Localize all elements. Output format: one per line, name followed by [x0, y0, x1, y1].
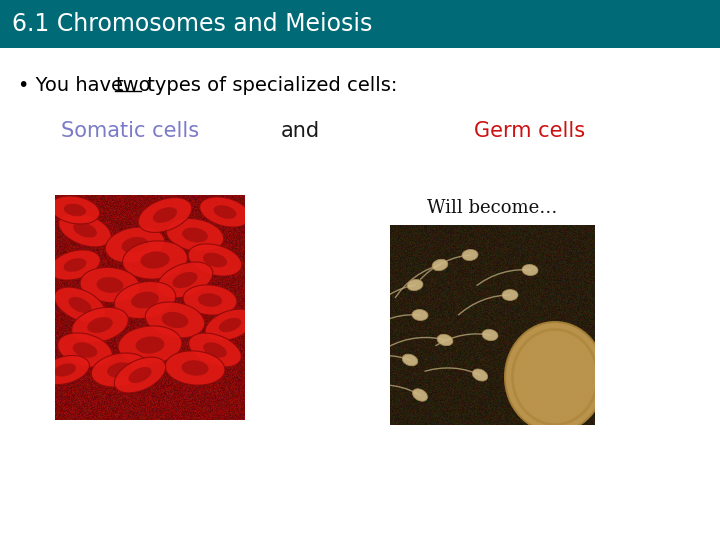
Ellipse shape: [437, 334, 453, 346]
Ellipse shape: [118, 326, 182, 364]
Ellipse shape: [40, 355, 89, 384]
Ellipse shape: [64, 204, 86, 217]
Text: types of specialized cells:: types of specialized cells:: [141, 76, 397, 95]
Ellipse shape: [63, 258, 86, 272]
Bar: [0, 0, 720, 48]
Ellipse shape: [96, 277, 123, 293]
Ellipse shape: [54, 363, 76, 376]
Ellipse shape: [203, 253, 227, 267]
Text: • You have: • You have: [18, 76, 130, 95]
Ellipse shape: [188, 244, 242, 276]
Ellipse shape: [105, 227, 165, 263]
Ellipse shape: [161, 312, 189, 328]
Ellipse shape: [153, 207, 177, 223]
Ellipse shape: [157, 262, 213, 298]
Ellipse shape: [58, 213, 112, 247]
Ellipse shape: [413, 389, 428, 401]
Ellipse shape: [183, 285, 237, 315]
Ellipse shape: [199, 197, 251, 227]
Text: 6.1 Chromosomes and Meiosis: 6.1 Chromosomes and Meiosis: [12, 12, 372, 36]
Ellipse shape: [166, 219, 224, 252]
Ellipse shape: [165, 351, 225, 385]
Ellipse shape: [80, 267, 140, 302]
Ellipse shape: [68, 297, 91, 313]
Ellipse shape: [128, 367, 152, 383]
Ellipse shape: [73, 222, 97, 238]
Ellipse shape: [122, 237, 148, 253]
Ellipse shape: [114, 357, 166, 393]
Ellipse shape: [462, 249, 478, 260]
Ellipse shape: [131, 292, 159, 308]
Ellipse shape: [432, 259, 448, 271]
Ellipse shape: [203, 342, 227, 357]
Text: and: and: [280, 121, 320, 141]
Ellipse shape: [114, 281, 176, 319]
Ellipse shape: [505, 322, 605, 432]
Ellipse shape: [219, 318, 241, 332]
Ellipse shape: [189, 333, 241, 367]
Ellipse shape: [522, 265, 538, 275]
Ellipse shape: [482, 329, 498, 341]
Ellipse shape: [50, 196, 100, 224]
Ellipse shape: [138, 198, 192, 232]
Ellipse shape: [107, 362, 133, 377]
Ellipse shape: [407, 279, 423, 291]
Ellipse shape: [412, 309, 428, 321]
Text: Germ cells: Germ cells: [474, 121, 585, 141]
Ellipse shape: [402, 354, 418, 366]
Ellipse shape: [54, 287, 106, 323]
Ellipse shape: [135, 336, 164, 354]
Ellipse shape: [181, 360, 209, 376]
Ellipse shape: [58, 333, 112, 367]
Ellipse shape: [140, 252, 170, 268]
Ellipse shape: [182, 227, 208, 242]
Ellipse shape: [472, 369, 487, 381]
Ellipse shape: [205, 309, 255, 341]
Ellipse shape: [173, 272, 197, 288]
Ellipse shape: [50, 250, 100, 280]
Ellipse shape: [502, 289, 518, 300]
Text: Somatic cells: Somatic cells: [61, 121, 199, 141]
Ellipse shape: [87, 317, 113, 333]
Text: two: two: [115, 76, 150, 95]
Ellipse shape: [73, 342, 97, 357]
Ellipse shape: [72, 307, 128, 342]
Ellipse shape: [214, 205, 236, 219]
Ellipse shape: [91, 353, 149, 387]
Ellipse shape: [198, 293, 222, 307]
Ellipse shape: [122, 241, 187, 279]
Text: Will become…: Will become…: [427, 199, 558, 217]
Ellipse shape: [145, 302, 204, 338]
